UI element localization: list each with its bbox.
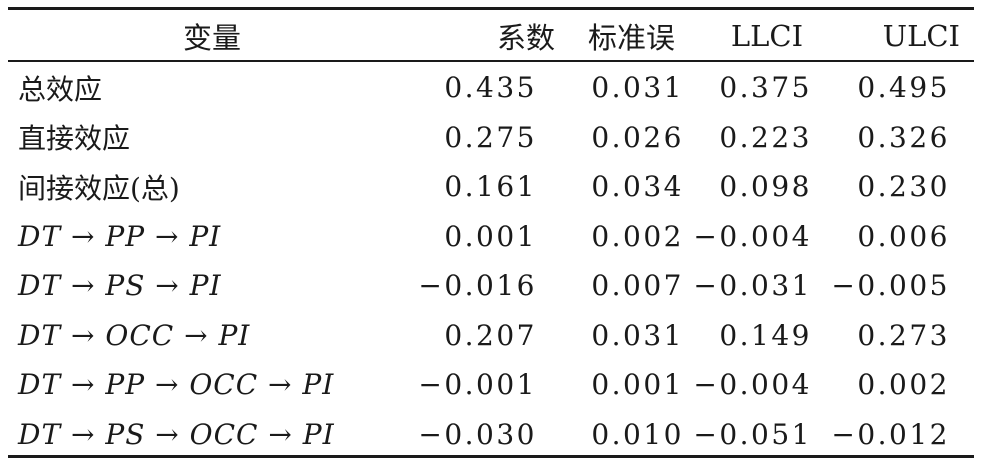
header-row: 变量 系数 标准误 LLCI ULCI: [8, 10, 974, 61]
header-ulci: ULCI: [882, 18, 960, 53]
cell-llci: −0.031: [693, 269, 812, 303]
cell-coefficient: 0.275: [444, 120, 537, 154]
cell-std-error: 0.001: [591, 368, 684, 402]
cell-llci: 0.098: [719, 170, 812, 204]
table-row: DT → PS → PI −0.016 0.007 −0.031 −0.005: [8, 261, 974, 311]
table-row: 间接效应(总) 0.161 0.034 0.098 0.230: [8, 162, 974, 212]
top-rule: [8, 7, 974, 10]
cell-coefficient: −0.016: [418, 269, 537, 303]
header-coefficient: 系数: [496, 20, 555, 55]
cell-llci: 0.375: [719, 71, 812, 105]
table-row: 总效应 0.435 0.031 0.375 0.495: [8, 61, 974, 113]
cell-llci: 0.223: [719, 120, 812, 154]
cell-ulci: 0.006: [857, 219, 950, 253]
cell-std-error: 0.010: [591, 417, 684, 451]
bottom-rule: [8, 455, 974, 458]
cell-coefficient: −0.030: [418, 417, 537, 451]
row-label: 直接效应: [18, 122, 131, 156]
header-std-error: 标准误: [587, 20, 675, 55]
row-label: DT → PS → PI: [18, 269, 222, 303]
row-label: DT → PS → OCC → PI: [18, 417, 335, 451]
row-label: 间接效应(总): [18, 171, 180, 205]
table-row: DT → PS → OCC → PI −0.030 0.010 −0.051 −0.01…: [8, 410, 974, 460]
cell-ulci: 0.230: [857, 170, 950, 204]
cell-llci: −0.004: [693, 219, 812, 253]
row-label: 总效应: [18, 72, 103, 106]
cell-std-error: 0.034: [591, 170, 684, 204]
cell-ulci: −0.005: [831, 269, 950, 303]
cell-ulci: 0.326: [857, 120, 950, 154]
header-variable: 变量: [182, 20, 241, 55]
cell-llci: −0.051: [693, 417, 812, 451]
cell-std-error: 0.026: [591, 120, 684, 154]
cell-ulci: −0.012: [831, 417, 950, 451]
cell-llci: −0.004: [693, 368, 812, 402]
table-row: DT → PP → OCC → PI −0.001 0.001 −0.004 0.002: [8, 360, 974, 410]
cell-coefficient: 0.161: [444, 170, 537, 204]
cell-ulci: 0.273: [857, 318, 950, 352]
table-header: 变量 系数 标准误 LLCI ULCI: [8, 10, 974, 61]
table-body: 总效应 0.435 0.031 0.375 0.495 直接效应 0.275 0.026 0.2…: [8, 61, 974, 459]
cell-std-error: 0.031: [591, 71, 684, 105]
cell-std-error: 0.007: [591, 269, 684, 303]
row-label: DT → PP → OCC → PI: [18, 368, 335, 402]
cell-coefficient: −0.001: [418, 368, 537, 402]
cell-coefficient: 0.207: [444, 318, 537, 352]
table-row: DT → OCC → PI 0.207 0.031 0.149 0.273: [8, 311, 974, 361]
table-row: DT → PP → PI 0.001 0.002 −0.004 0.006: [8, 212, 974, 262]
cell-ulci: 0.002: [857, 368, 950, 402]
row-label: DT → PP → PI: [18, 219, 222, 253]
cell-coefficient: 0.435: [444, 71, 537, 105]
header-llci: LLCI: [730, 18, 804, 53]
cell-llci: 0.149: [719, 318, 812, 352]
cell-ulci: 0.495: [857, 71, 950, 105]
cell-coefficient: 0.001: [444, 219, 537, 253]
row-label: DT → OCC → PI: [18, 318, 251, 352]
table-row: 直接效应 0.275 0.026 0.223 0.326: [8, 113, 974, 163]
effects-table: 变量 系数 标准误 LLCI ULCI 总效应 0.435 0.031 0.375 0.…: [8, 10, 974, 459]
cell-std-error: 0.002: [591, 219, 684, 253]
cell-std-error: 0.031: [591, 318, 684, 352]
header-rule: [8, 60, 974, 62]
